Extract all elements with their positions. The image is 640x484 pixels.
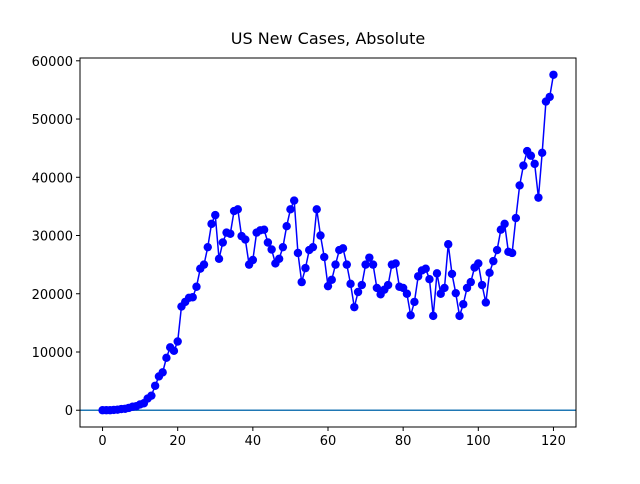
data-point	[293, 248, 303, 258]
data-point	[477, 280, 487, 290]
data-point	[402, 289, 412, 298]
data-point	[353, 287, 363, 297]
data-point	[308, 242, 318, 252]
chart-title: US New Cases, Absolute	[231, 29, 426, 48]
data-point	[507, 248, 517, 258]
data-point	[444, 240, 453, 249]
data-point	[537, 148, 547, 158]
data-point	[233, 205, 243, 214]
data-point	[455, 311, 464, 321]
data-point	[368, 260, 378, 269]
data-point	[466, 277, 475, 287]
data-point	[474, 259, 483, 268]
data-point	[331, 260, 340, 269]
data-point	[259, 225, 269, 234]
data-point	[406, 311, 415, 320]
y-tick-label: 10000	[32, 346, 73, 361]
data-point	[447, 269, 457, 279]
data-point	[425, 274, 434, 284]
data-point	[203, 242, 212, 252]
data-point	[372, 283, 382, 293]
data-point	[162, 353, 171, 363]
data-point	[218, 238, 227, 247]
data-point	[327, 275, 336, 284]
data-point	[485, 268, 494, 277]
data-point	[515, 181, 524, 190]
data-point	[241, 235, 250, 244]
data-point	[361, 260, 370, 269]
data-point	[338, 244, 348, 253]
data-point	[410, 297, 419, 307]
data-point	[169, 346, 179, 356]
x-tick-label: 80	[395, 434, 412, 449]
x-tick-label: 120	[541, 434, 566, 449]
y-tick-label: 50000	[32, 113, 73, 128]
data-point	[342, 260, 351, 269]
data-point	[192, 282, 201, 291]
data-point	[173, 337, 182, 346]
data-point	[357, 280, 367, 290]
x-tick-label: 100	[466, 434, 491, 449]
y-tick-label: 30000	[32, 230, 73, 245]
data-point	[451, 288, 460, 298]
x-tick-label: 0	[98, 434, 106, 449]
data-point	[526, 151, 536, 160]
data-point	[489, 256, 498, 266]
data-point	[365, 253, 374, 262]
data-point	[248, 255, 258, 265]
data-point	[282, 221, 291, 231]
data-point	[391, 259, 400, 268]
data-point	[549, 70, 558, 79]
data-point	[320, 252, 329, 262]
data-point	[226, 229, 235, 238]
y-tick-label: 0	[65, 404, 73, 419]
data-point	[346, 279, 355, 289]
x-tick-label: 40	[245, 434, 262, 449]
data-point	[511, 213, 521, 223]
data-point	[432, 269, 442, 278]
data-point	[492, 245, 502, 255]
data-point	[459, 300, 468, 309]
data-point	[301, 263, 310, 273]
x-tick-label: 20	[169, 434, 186, 449]
y-tick-label: 20000	[32, 288, 73, 303]
data-point	[545, 92, 554, 102]
data-point	[421, 264, 430, 273]
data-point	[383, 280, 393, 290]
data-point	[350, 302, 359, 312]
y-tick-label: 60000	[32, 55, 73, 70]
data-point	[188, 293, 197, 302]
plot-frame	[79, 57, 577, 428]
data-point	[297, 277, 306, 287]
data-point	[214, 254, 224, 264]
data-point	[207, 219, 216, 229]
data-point	[263, 238, 273, 247]
data-point	[534, 193, 543, 202]
data-point	[286, 205, 295, 214]
data-point	[500, 219, 509, 229]
x-tick-label: 60	[320, 434, 337, 449]
data-point	[312, 205, 321, 214]
data-point	[440, 283, 449, 293]
data-point	[150, 381, 160, 390]
data-point	[211, 210, 220, 220]
y-tick-label: 40000	[32, 171, 73, 186]
data-point	[429, 311, 438, 321]
data-point	[147, 391, 156, 400]
data-point	[274, 254, 284, 264]
data-point	[519, 161, 528, 170]
data-point	[289, 196, 299, 205]
data-point	[278, 242, 288, 252]
data-point	[267, 245, 276, 254]
data-point	[530, 159, 539, 169]
data-point	[481, 298, 491, 307]
data-line	[102, 74, 555, 411]
data-point	[316, 231, 325, 240]
data-point	[323, 281, 333, 291]
data-point	[158, 368, 167, 377]
data-point	[199, 260, 209, 269]
